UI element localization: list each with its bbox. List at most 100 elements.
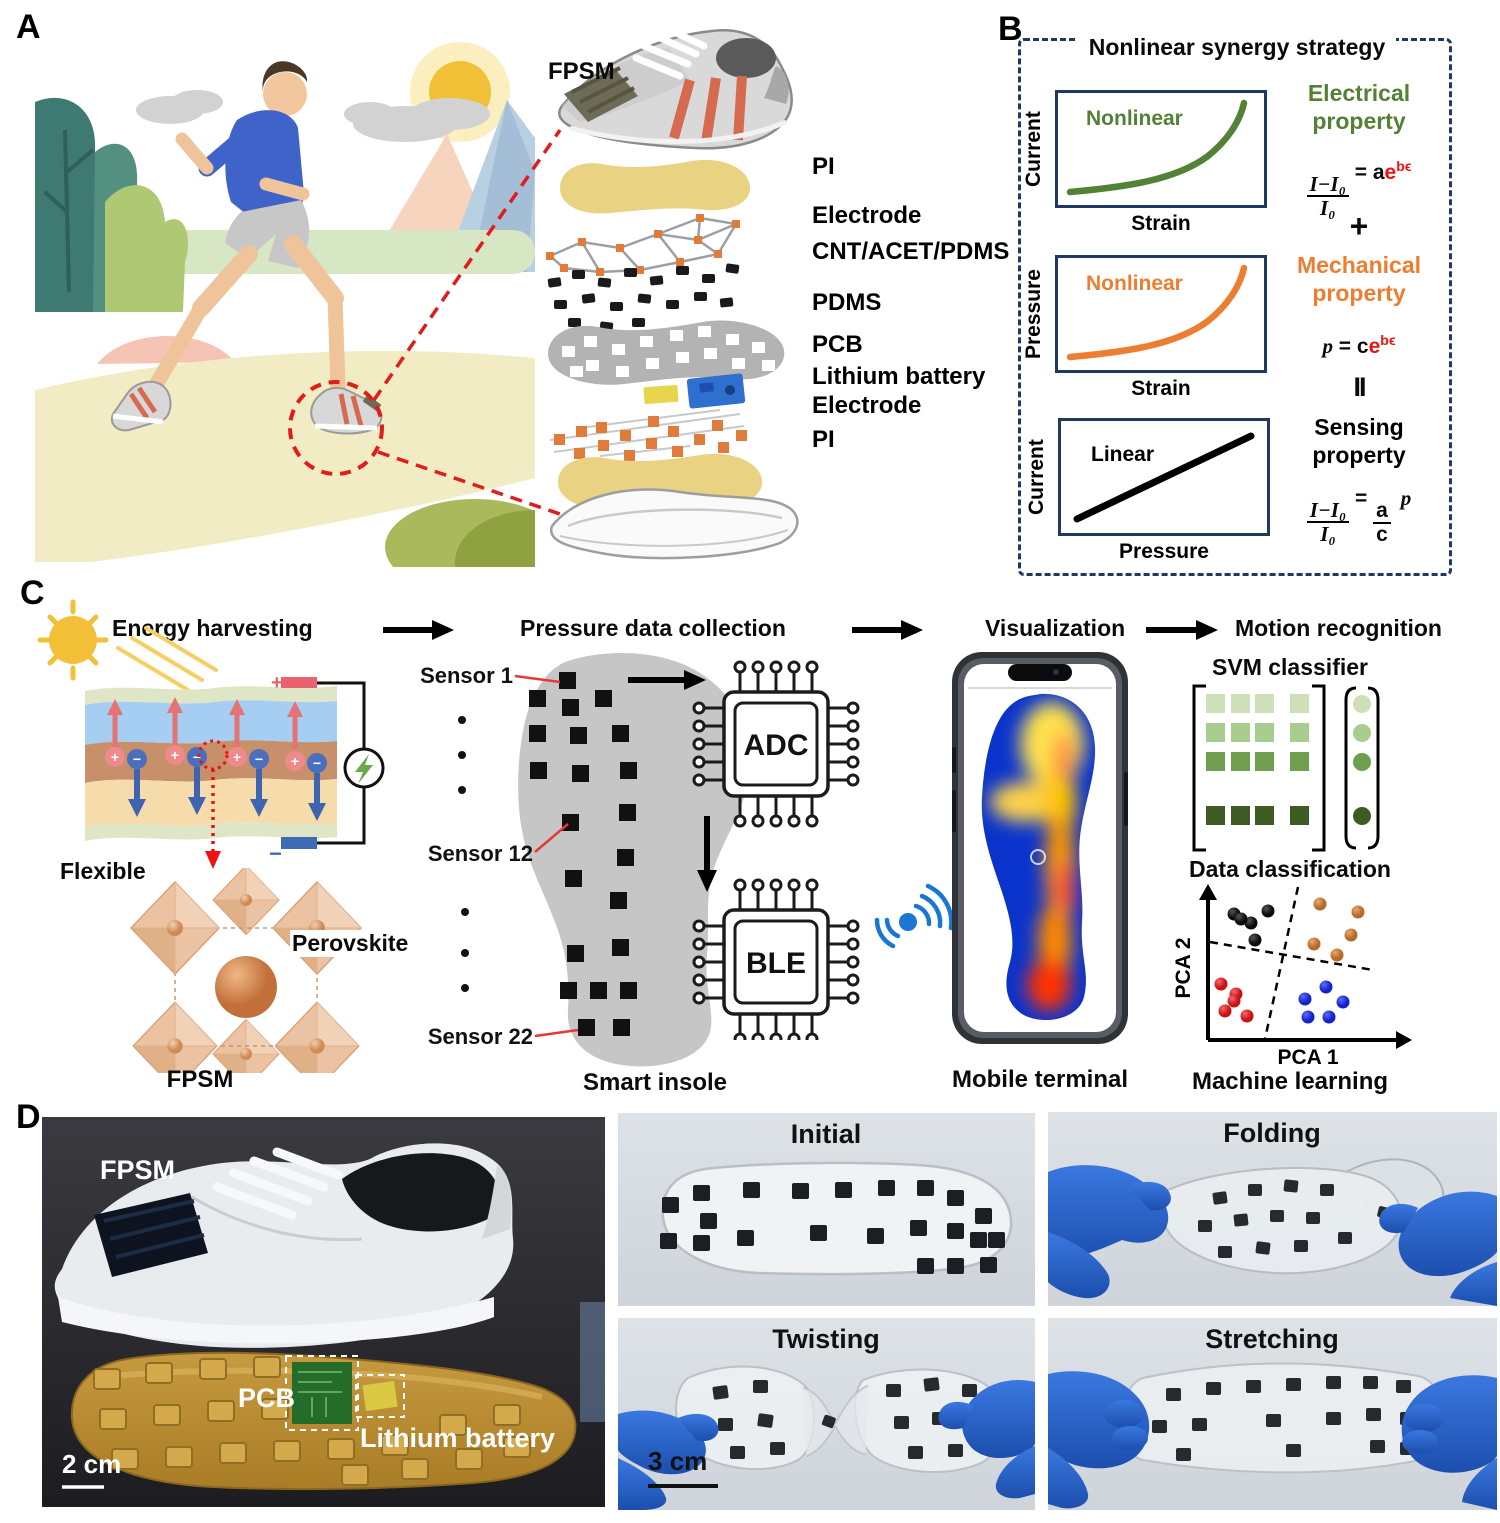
sensor1-label: Sensor 1 — [420, 663, 513, 688]
eq2-coefficient: c — [1356, 335, 1369, 358]
photo-pcb — [285, 1355, 359, 1431]
fpsm-caption: FPSM — [166, 1066, 234, 1093]
twisting-title: Twisting — [772, 1324, 880, 1354]
panel-a-letter: A — [16, 8, 41, 46]
chart2-ylabel: Pressure — [1022, 269, 1045, 359]
cnt-chips-layer — [547, 263, 740, 332]
step-motion-recognition: Motion recognition — [1235, 615, 1442, 641]
chart1-xlabel: Strain — [1131, 212, 1191, 235]
mechanical-line2: property — [1312, 279, 1406, 306]
svm-matrix-diagram — [1192, 684, 1380, 852]
insole-shape — [518, 652, 751, 1067]
stretch-right-glove — [1401, 1375, 1497, 1510]
scatter-red — [1214, 977, 1254, 1023]
up-arrowheads — [107, 697, 303, 717]
photo-pcb-label: PCB — [238, 1383, 295, 1413]
flexible-label: Flexible — [60, 858, 146, 884]
svg-text:−: − — [255, 751, 263, 767]
sensing-line2: property — [1312, 441, 1406, 468]
electrical-line2: property — [1312, 107, 1406, 134]
initial-title: Initial — [791, 1119, 862, 1149]
eq2-equals: = — [1338, 335, 1352, 358]
electrode-mesh-layer — [546, 214, 740, 276]
layer-label-pi-bottom: PI — [812, 426, 835, 453]
cloud-icon — [136, 90, 490, 142]
matrix-squares — [1206, 694, 1309, 825]
minus-electrode-label: − — [269, 841, 282, 866]
shoe-sole — [549, 488, 799, 560]
mechanical-property-label: Mechanical property — [1275, 252, 1443, 307]
insole-sensor-pads — [93, 1356, 531, 1486]
svg-text:+: + — [291, 753, 299, 769]
scalebar-2cm-label: 2 cm — [62, 1449, 121, 1479]
bluetooth-signal-icon — [874, 883, 954, 949]
smart-insole-diagram: Sensor 1 Sensor 12 Sensor 22 — [420, 652, 751, 1067]
mechanical-line1: Mechanical — [1297, 252, 1421, 278]
eq1-base: e — [1384, 161, 1397, 184]
svg-text:−: − — [133, 751, 141, 767]
circuit: + − — [269, 675, 385, 866]
pca-axes — [1206, 896, 1400, 1042]
photo-folding: Folding — [1048, 1112, 1497, 1306]
chart-current-pressure: Linear — [1058, 418, 1270, 536]
nonlinear-curve-orange — [1066, 264, 1248, 361]
central-atom — [215, 956, 277, 1018]
svm-classifier-label: SVM classifier — [1212, 654, 1368, 680]
pdms-layer — [548, 320, 785, 385]
mobile-terminal-caption: Mobile terminal — [951, 1066, 1129, 1093]
matrix-brackets — [1192, 684, 1380, 852]
scalebar-3cm-label: 3 cm — [648, 1446, 707, 1476]
scatter-orange — [1307, 897, 1365, 962]
left-glove — [1048, 1165, 1171, 1299]
charge-pairs: + − + − + − + − — [105, 745, 327, 773]
layer-label-pcb: PCB — [812, 331, 863, 358]
rear-shoe — [111, 380, 172, 432]
photo-fpsm-label: FPSM — [100, 1155, 175, 1185]
shoe-stripes — [669, 75, 747, 143]
eq2-exponent: bϵ — [1380, 332, 1396, 348]
sneaker-illustration — [558, 26, 793, 150]
equation-mechanical: p = cebϵ — [1272, 332, 1446, 359]
lightning-icon — [355, 754, 373, 784]
down-arrowheads — [128, 797, 326, 821]
layer-label-battery: Lithium battery — [812, 363, 986, 390]
fpsm-label-a: FPSM — [548, 58, 615, 85]
photo-initial: Initial — [618, 1113, 1035, 1306]
chart3-curve-label: Linear — [1091, 443, 1155, 466]
initial-sensor-squares — [660, 1180, 1005, 1274]
layer-label-cnt: CNT/ACET/PDMS — [812, 238, 1010, 265]
svg-text:−: − — [313, 755, 321, 771]
twist-right-glove — [938, 1380, 1035, 1499]
svg-text:+: + — [171, 747, 179, 763]
svg-text:−: − — [193, 749, 201, 765]
eq3-equals: = — [1355, 487, 1368, 510]
pink-hill — [97, 335, 235, 364]
down-arrows-blue — [134, 767, 320, 805]
svg-text:+: + — [233, 749, 241, 765]
eq1-coefficient: a — [1372, 161, 1385, 184]
eq2-base: e — [1368, 335, 1381, 358]
eq1-numerator: I−I₀ — [1306, 173, 1349, 198]
stretch-left-glove — [1048, 1371, 1150, 1509]
plus-sign: + — [1349, 208, 1369, 244]
fpsm-patch — [564, 66, 638, 122]
pcb-battery-layer — [643, 373, 746, 409]
photo-fpsm-patch — [94, 1193, 208, 1277]
chart-pressure-strain: Nonlinear — [1055, 255, 1267, 373]
pca1-axis-label: PCA 1 — [1277, 1046, 1338, 1069]
chart2-xlabel: Strain — [1131, 377, 1191, 400]
pi-layer-top — [560, 159, 751, 214]
equation-electrical: I−I₀ I₀ = aebϵ — [1272, 158, 1446, 219]
ellipsis-dots — [458, 716, 469, 992]
eq3-denominator: I₀ — [1320, 522, 1336, 547]
sensor-squares — [529, 672, 637, 1036]
ble-label: BLE — [746, 947, 806, 980]
sensor-leader-lines — [514, 674, 579, 1038]
electrical-property-label: Electrical property — [1275, 80, 1443, 135]
running-scene-illustration — [35, 42, 535, 567]
layer-label-pdms: PDMS — [812, 289, 882, 316]
chart2-curve-label: Nonlinear — [1086, 272, 1183, 295]
folding-title: Folding — [1223, 1118, 1320, 1148]
